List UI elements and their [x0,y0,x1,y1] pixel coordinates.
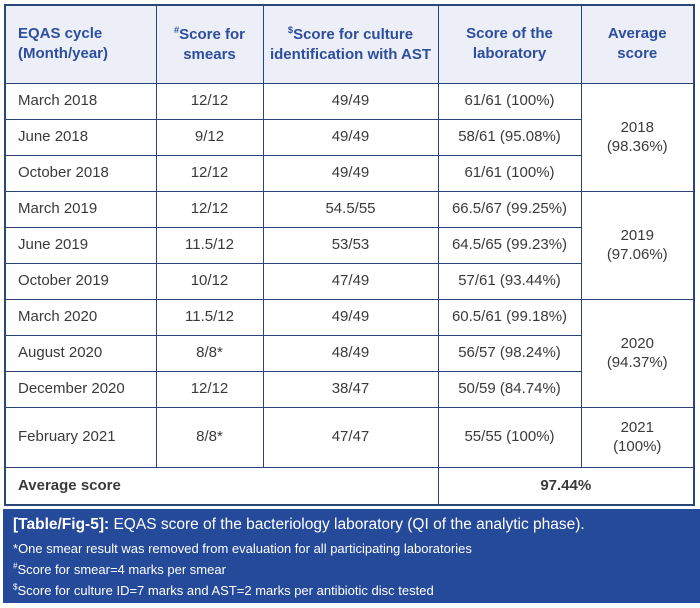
caption-tag: [Table/Fig-5]: [13,516,110,533]
col-header-laboratory-score: Score of the laboratory [437,4,582,84]
footnote-dollar: $Score for culture ID=7 marks and AST=2 … [13,581,688,602]
cycle-cell: March 2020 [4,298,157,336]
year-label: 2020 [620,334,654,352]
footnote-marker: * [13,541,19,556]
smears-cell: 10/12 [155,262,264,300]
col-header-label: EQAS cycle (Month/year) [18,25,108,63]
average-score-row: Average score 97.44% [4,466,695,506]
year-percentage: (94.37%) [606,354,668,371]
eqas-score-table: EQAS cycle (Month/year) #Score for smear… [4,4,695,506]
table-row: December 2020 12/12 38/47 50/59 (84.74%) [4,370,694,408]
year-percentage: (97.06%) [606,246,668,263]
cycle-cell: June 2018 [4,118,157,156]
cycle-cell: October 2018 [4,154,157,192]
footnote-marker: $ [287,24,294,35]
year-percentage: (100%) [613,438,662,455]
col-header-culture-ast: $Score for culture identification with A… [262,4,439,84]
lab-score-cell: 60.5/61 (99.18%) [437,298,582,336]
year-average-cell-2021: 2021 (100%) [580,406,695,468]
culture-cell: 53/53 [262,226,439,264]
smears-cell: 12/12 [155,82,264,120]
year-percentage: (98.36%) [606,138,668,155]
cycle-cell: February 2021 [4,406,157,468]
table-row: March 2020 11.5/12 49/49 60.5/61 (99.18%… [4,298,695,408]
smears-cell: 11.5/12 [155,226,264,264]
smears-cell: 8/8* [155,334,264,372]
cycle-cell: June 2019 [4,226,157,264]
smears-cell: 8/8* [155,406,264,468]
footnote-text: Score for culture ID=7 marks and AST=2 m… [17,582,434,598]
table-row: March 2018 12/12 49/49 61/61 (100%) 2018… [4,82,695,192]
lab-score-cell: 50/59 (84.74%) [437,370,582,408]
col-header-label: Score for culture identification with AS… [269,25,432,63]
cycle-cell: October 2019 [4,262,157,300]
lab-score-cell: 61/61 (100%) [437,82,582,120]
col-header-label: Average score [607,25,667,63]
col-header-label: Score of the laboratory [466,25,553,63]
table-caption-box: [Table/Fig-5]: EQAS score of the bacteri… [3,509,700,603]
table-row: March 2019 12/12 54.5/55 66.5/67 (99.25%… [4,190,695,300]
culture-cell: 49/49 [262,298,439,336]
average-score-label: Average score [4,466,439,506]
culture-cell: 49/49 [262,154,439,192]
cycle-cell: March 2018 [4,82,157,120]
col-header-label: Score for smears [179,25,246,63]
footnote-text: Score for smear=4 marks per smear [17,561,226,577]
table-row: October 2018 12/12 49/49 61/61 (100%) [4,154,694,192]
smears-cell: 12/12 [155,190,264,228]
footnote-text: One smear result was removed from evalua… [18,541,472,556]
average-score-value: 97.44% [437,466,695,506]
culture-cell: 47/47 [262,406,439,468]
culture-cell: 47/49 [262,262,439,300]
smears-cell: 12/12 [155,370,264,408]
culture-cell: 38/47 [262,370,439,408]
year-average-cell-2020: 2020 (94.37%) [580,298,695,408]
year-label: 2019 [620,226,654,244]
table-row: February 2021 8/8* 47/47 55/55 (100%) 20… [4,406,695,468]
culture-cell: 49/49 [262,118,439,156]
year-average-cell-2019: 2019 (97.06%) [580,190,695,300]
cycle-cell: August 2020 [4,334,157,372]
year-average-cell-2018: 2018 (98.36%) [580,82,695,192]
culture-cell: 48/49 [262,334,439,372]
lab-score-cell: 58/61 (95.08%) [437,118,582,156]
footnote-marker: $ [13,582,18,592]
smears-cell: 12/12 [155,154,264,192]
year-label: 2018 [620,118,654,136]
table-row: October 2019 10/12 47/49 57/61 (93.44%) [4,262,694,300]
footnote-asterisk: *One smear result was removed from evalu… [13,539,688,560]
smears-cell: 11.5/12 [155,298,264,336]
col-header-smears: #Score for smears [155,4,264,84]
footnote-marker: # [13,561,18,571]
smears-cell: 9/12 [155,118,264,156]
table-row: August 2020 8/8* 48/49 56/57 (98.24%) [4,334,694,372]
lab-score-cell: 57/61 (93.44%) [437,262,582,300]
culture-cell: 54.5/55 [262,190,439,228]
footnote-marker: # [173,24,180,35]
lab-score-cell: 61/61 (100%) [437,154,582,192]
cycle-cell: December 2020 [4,370,157,408]
year-label: 2021 [620,418,654,436]
cycle-cell: March 2019 [4,190,157,228]
caption-text: EQAS score of the bacteriology laborator… [113,516,585,533]
table-row: June 2019 11.5/12 53/53 64.5/65 (99.23%) [4,226,694,264]
footnote-hash: #Score for smear=4 marks per smear [13,560,688,581]
lab-score-cell: 56/57 (98.24%) [437,334,582,372]
culture-cell: 49/49 [262,82,439,120]
col-header-average-score: Average score [580,4,695,84]
lab-score-cell: 64.5/65 (99.23%) [437,226,582,264]
lab-score-cell: 66.5/67 (99.25%) [437,190,582,228]
col-header-eqas-cycle: EQAS cycle (Month/year) [4,4,157,84]
table-caption: [Table/Fig-5]: EQAS score of the bacteri… [13,516,688,534]
header-row: EQAS cycle (Month/year) #Score for smear… [4,4,695,84]
lab-score-cell: 55/55 (100%) [437,406,582,468]
